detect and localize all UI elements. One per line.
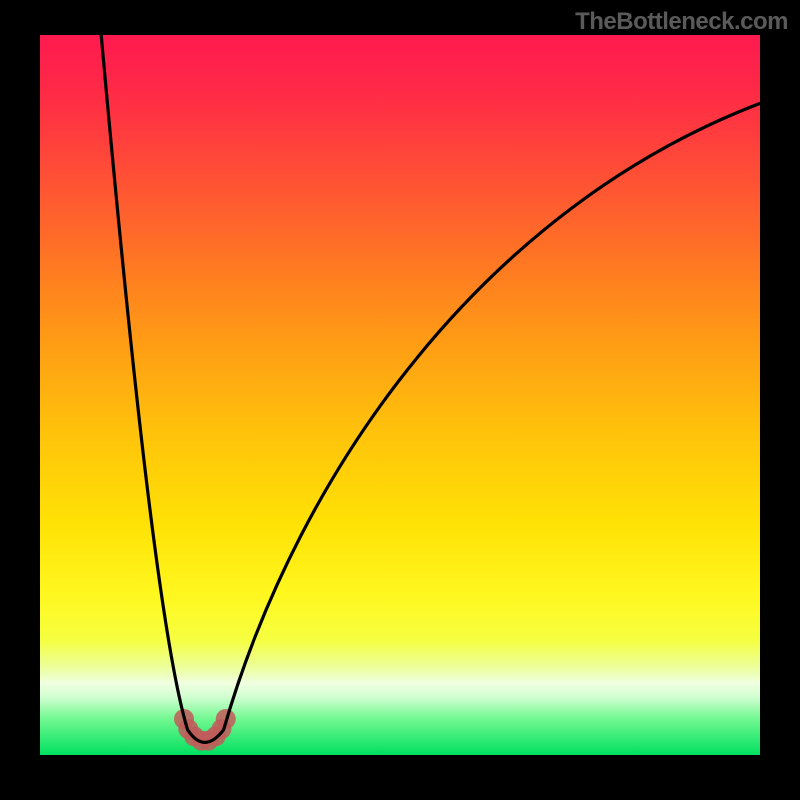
background-gradient — [40, 35, 760, 755]
plot-area — [40, 35, 760, 755]
watermark-label: TheBottleneck.com — [575, 8, 788, 36]
chart-root: TheBottleneck.com — [0, 0, 800, 800]
